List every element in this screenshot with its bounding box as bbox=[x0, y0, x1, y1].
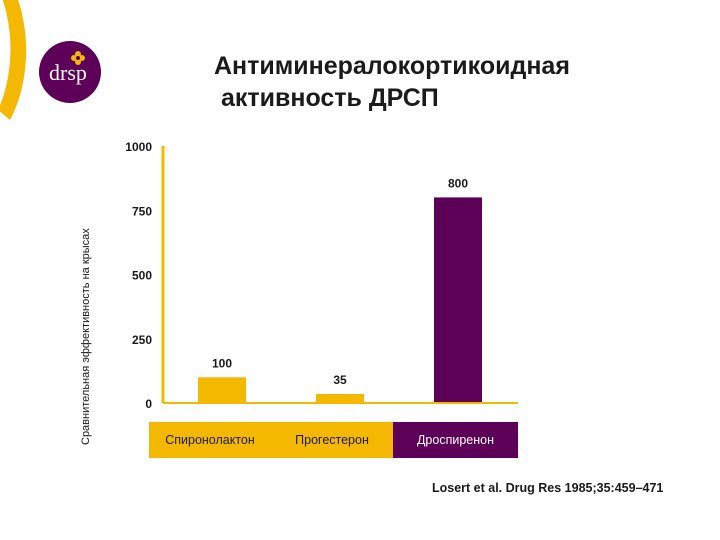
y-tick-label: 0 bbox=[145, 397, 152, 411]
bars bbox=[198, 197, 482, 403]
y-tick-labels: 0 250 500 750 1000 bbox=[125, 140, 152, 411]
drsp-logo: drsp bbox=[38, 40, 102, 104]
category-label-progesterone: Прогестерон bbox=[271, 422, 393, 458]
y-tick-label: 250 bbox=[132, 333, 152, 347]
decorative-ring bbox=[0, 0, 27, 120]
bar bbox=[198, 377, 246, 403]
logo-text: drsp bbox=[49, 60, 87, 85]
bar bbox=[316, 394, 364, 403]
slide-title: Антиминералокортикоидная активность ДРСП bbox=[214, 50, 694, 114]
category-label-spironolactone: Спиронолактон bbox=[149, 422, 271, 458]
y-tick-label: 500 bbox=[132, 269, 152, 283]
value-labels: 100 35 800 bbox=[212, 176, 468, 387]
title-line-1: Антиминералокортикоидная bbox=[214, 52, 570, 80]
value-label: 800 bbox=[448, 176, 468, 190]
category-label-drospirenone: Дроспиренон bbox=[393, 422, 518, 458]
y-tick-label: 750 bbox=[132, 204, 152, 218]
flower-icon bbox=[71, 51, 85, 65]
title-line-2: активность ДРСП bbox=[214, 84, 439, 112]
bar bbox=[434, 197, 482, 403]
y-tick-label: 1000 bbox=[125, 140, 152, 154]
category-labels: Спиронолактон Прогестерон Дроспиренон bbox=[149, 422, 518, 458]
value-label: 100 bbox=[212, 356, 232, 370]
value-label: 35 bbox=[333, 373, 347, 387]
citation: Losert et al. Drug Res 1985;35:459–471 bbox=[432, 481, 664, 495]
